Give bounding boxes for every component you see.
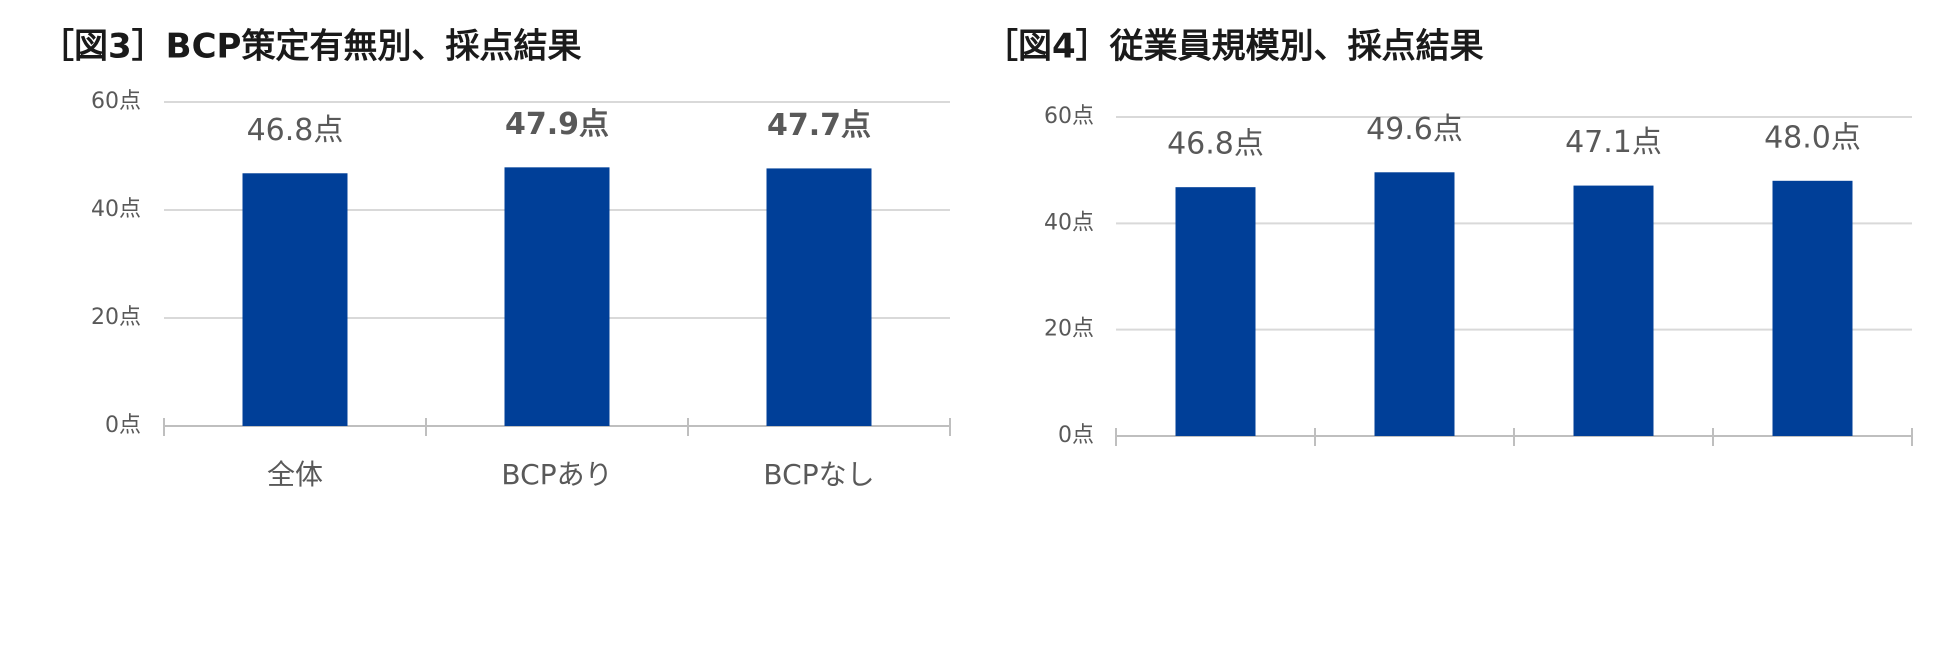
chart-title: ［図3］BCP策定有無別、採点結果 bbox=[40, 27, 581, 67]
value-label: 46.8点 bbox=[1167, 127, 1264, 162]
value-label: 47.1点 bbox=[1565, 125, 1662, 160]
y-tick-label: 0点 bbox=[105, 413, 141, 438]
bar bbox=[1175, 187, 1256, 436]
bar bbox=[1374, 172, 1455, 436]
bar bbox=[1772, 180, 1853, 436]
value-label: 47.9点 bbox=[505, 107, 609, 142]
y-tick-label: 20点 bbox=[1044, 317, 1094, 342]
y-tick-label: 20点 bbox=[91, 305, 141, 330]
bar bbox=[766, 168, 872, 427]
x-tick-label: BCPなし bbox=[763, 458, 874, 491]
value-label: 48.0点 bbox=[1764, 120, 1861, 155]
value-label: 49.6点 bbox=[1366, 112, 1463, 147]
bar bbox=[504, 167, 610, 426]
value-label: 47.7点 bbox=[767, 108, 871, 143]
x-tick-label: BCPあり bbox=[501, 458, 612, 491]
bar bbox=[1573, 185, 1654, 436]
y-tick-label: 60点 bbox=[1044, 104, 1094, 129]
y-tick-label: 0点 bbox=[1058, 423, 1094, 448]
y-tick-label: 40点 bbox=[1044, 210, 1094, 235]
value-label: 46.8点 bbox=[247, 113, 344, 148]
chart-title: ［図4］従業員規模別、採点結果 bbox=[984, 27, 1484, 67]
y-tick-label: 60点 bbox=[91, 89, 141, 114]
x-tick-label: 全体 bbox=[267, 458, 323, 491]
y-tick-label: 40点 bbox=[91, 197, 141, 222]
bar bbox=[242, 173, 348, 426]
